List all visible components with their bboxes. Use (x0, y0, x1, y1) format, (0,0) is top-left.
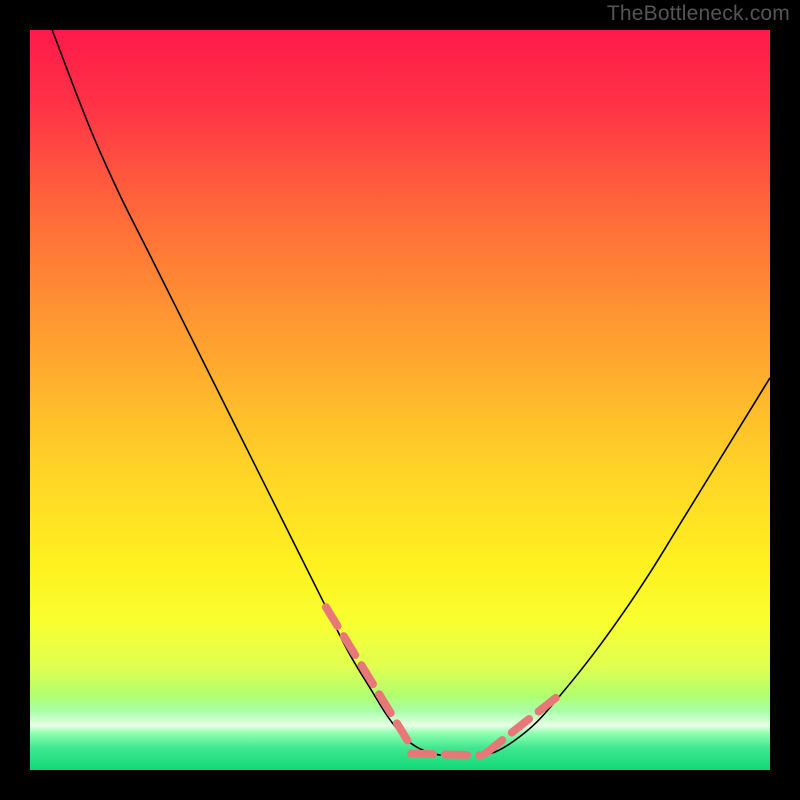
watermark-text: TheBottleneck.com (607, 2, 790, 26)
bottleneck-chart (0, 0, 800, 800)
chart-container: TheBottleneck.com (0, 0, 800, 800)
